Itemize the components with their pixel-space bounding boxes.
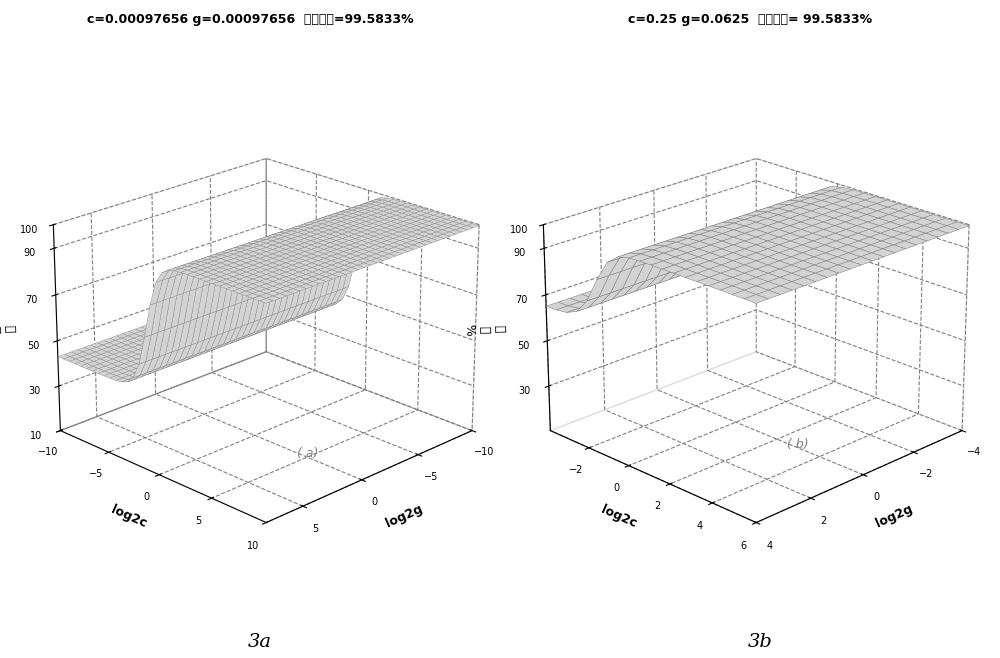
Text: c=0.00097656 g=0.00097656  最大精度=99.5833%: c=0.00097656 g=0.00097656 最大精度=99.5833% [87, 13, 413, 26]
Text: 3b: 3b [748, 634, 772, 651]
X-axis label: log2g: log2g [873, 503, 914, 530]
Y-axis label: log2c: log2c [109, 503, 148, 530]
X-axis label: log2g: log2g [383, 503, 424, 530]
Text: c=0.25 g=0.0625  最大精度= 99.5833%: c=0.25 g=0.0625 最大精度= 99.5833% [628, 13, 872, 26]
Y-axis label: log2c: log2c [599, 503, 638, 530]
Text: 3a: 3a [248, 634, 272, 651]
